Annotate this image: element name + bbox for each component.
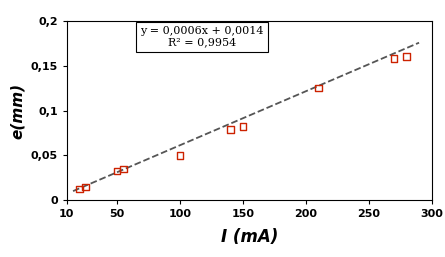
Point xyxy=(315,86,322,90)
Point xyxy=(113,169,121,173)
Point xyxy=(403,54,410,59)
X-axis label: I (mA): I (mA) xyxy=(221,228,278,246)
Point xyxy=(390,56,397,60)
Point xyxy=(82,185,89,189)
Y-axis label: e(mm): e(mm) xyxy=(10,82,25,139)
Point xyxy=(76,187,83,191)
Text: y = 0,0006x + 0,0014
R² = 0,9954: y = 0,0006x + 0,0014 R² = 0,9954 xyxy=(140,26,263,48)
Point xyxy=(176,153,183,158)
Point xyxy=(227,127,234,132)
Point xyxy=(120,167,127,171)
Point xyxy=(239,125,247,129)
